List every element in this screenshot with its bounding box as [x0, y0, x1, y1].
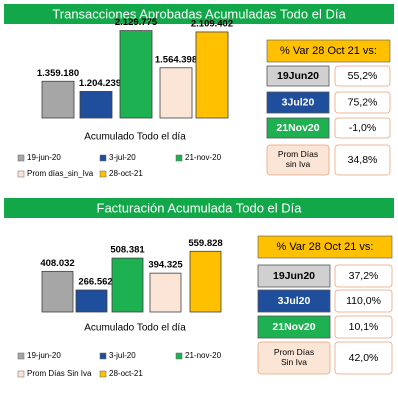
bar — [75, 289, 108, 313]
bar — [41, 80, 75, 119]
legend-label: 21-nov-20 — [185, 153, 222, 162]
legend-swatch — [17, 170, 25, 178]
row-label-line: sin Iva — [286, 159, 311, 169]
row-label-bg — [266, 65, 330, 87]
row-value-bg — [334, 341, 393, 375]
row-value: 110,0% — [346, 295, 381, 307]
bar — [159, 67, 193, 119]
table-header: % Var 28 Oct 21 vs: — [276, 241, 373, 253]
row-label-bg — [266, 117, 330, 139]
bar — [195, 31, 229, 119]
legend-swatch — [99, 154, 107, 162]
row-label-line: Prom Días — [278, 149, 318, 159]
legend-label: Prom días_sin_Iva — [27, 169, 94, 178]
value-label: 1.204.239 — [79, 78, 121, 89]
panel-title: Transacciones Aprobadas Acumuladas Todo … — [52, 6, 346, 21]
row-value-bg — [334, 315, 393, 339]
row-label-bg — [266, 91, 330, 114]
row-label: Prom Días Sin Iva — [274, 347, 314, 367]
legend-swatch — [17, 370, 25, 378]
row-value-bg — [334, 264, 393, 288]
row-label-bg — [257, 289, 331, 313]
value-label: 2.109.402 — [191, 18, 233, 29]
row-label-bg — [257, 315, 331, 339]
row-value: 55,2% — [348, 70, 378, 82]
table-header-bg — [266, 39, 391, 63]
legend-swatch — [99, 352, 107, 360]
row-label-bg — [266, 144, 330, 176]
bar — [119, 30, 153, 119]
row-value: 10,1% — [349, 321, 379, 333]
row-label-line: Prom Días — [274, 347, 314, 357]
legend-label: Prom Días Sin Iva — [27, 369, 92, 378]
row-label: 19Jun20 — [277, 70, 319, 82]
row-value: 34,8% — [348, 154, 378, 166]
value-label: 266.562 — [78, 277, 112, 288]
value-label: 1.359.180 — [37, 68, 79, 79]
legend-label: 3-jul-20 — [109, 153, 136, 162]
value-label: 559.828 — [188, 238, 222, 249]
value-label: 508.381 — [110, 245, 145, 256]
bar — [149, 272, 182, 313]
legend-swatch — [175, 154, 183, 162]
panel-header — [4, 4, 394, 24]
row-label: 3Jul20 — [278, 295, 311, 307]
row-label-line: Sin Iva — [281, 357, 307, 367]
row-value: -1,0% — [349, 122, 376, 134]
x-axis-label: Acumulado Todo el día — [84, 132, 186, 143]
row-label-bg — [257, 264, 331, 288]
legend-swatch — [99, 170, 107, 178]
row-label-bg — [257, 341, 331, 375]
bar — [111, 257, 144, 313]
legend-swatch — [175, 352, 183, 360]
row-value: 42,0% — [349, 352, 379, 364]
row-value-bg — [334, 117, 391, 139]
legend-swatch — [17, 352, 25, 360]
bar — [41, 270, 74, 313]
row-label: 19Jun20 — [273, 270, 315, 282]
value-label: 408.032 — [40, 258, 74, 269]
row-value: 75,2% — [348, 96, 378, 108]
panel-header — [4, 198, 394, 218]
legend-swatch — [17, 154, 25, 162]
value-label: 2.129.775 — [115, 17, 158, 28]
row-label: 3Jul20 — [282, 96, 315, 108]
row-value: 37,2% — [349, 270, 379, 282]
row-label: Prom Días sin Iva — [278, 149, 318, 169]
row-value-bg — [334, 91, 391, 114]
row-value-bg — [334, 65, 391, 87]
row-label: 21Nov20 — [272, 321, 315, 333]
row-label: 21Nov20 — [276, 122, 319, 134]
legend-label: 28-oct-21 — [109, 369, 143, 378]
row-value-bg — [334, 289, 393, 313]
table-header-bg — [257, 235, 393, 259]
value-label: 1.564.398 — [155, 54, 197, 65]
x-axis-label: Acumulado Todo el día — [84, 323, 186, 334]
row-value-bg — [334, 144, 391, 176]
bar — [189, 250, 222, 313]
bar — [79, 91, 113, 119]
legend-label: 19-jun-20 — [27, 351, 61, 360]
legend-label: 21-nov-20 — [185, 351, 222, 360]
legend-label: 28-oct-21 — [109, 169, 143, 178]
table-header: % Var 28 Oct 21 vs: — [280, 45, 377, 57]
panel-title: Facturación Acumulada Todo el Día — [97, 200, 303, 215]
legend-swatch — [99, 370, 107, 378]
legend-label: 3-jul-20 — [109, 351, 136, 360]
legend-label: 19-jun-20 — [27, 153, 61, 162]
value-label: 394.325 — [148, 260, 183, 271]
